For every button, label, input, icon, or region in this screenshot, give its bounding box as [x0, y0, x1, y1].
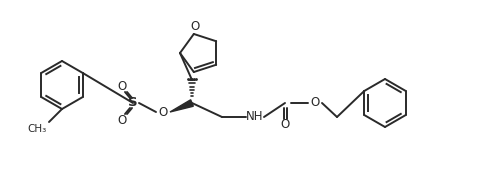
Text: O: O: [117, 114, 127, 127]
Text: O: O: [158, 106, 168, 118]
Text: S: S: [128, 96, 138, 110]
Text: O: O: [190, 20, 200, 33]
Text: O: O: [117, 79, 127, 93]
Text: CH₃: CH₃: [28, 124, 47, 134]
Polygon shape: [170, 100, 193, 112]
Text: NH: NH: [246, 110, 264, 124]
Text: O: O: [311, 96, 319, 110]
Text: O: O: [281, 118, 289, 131]
